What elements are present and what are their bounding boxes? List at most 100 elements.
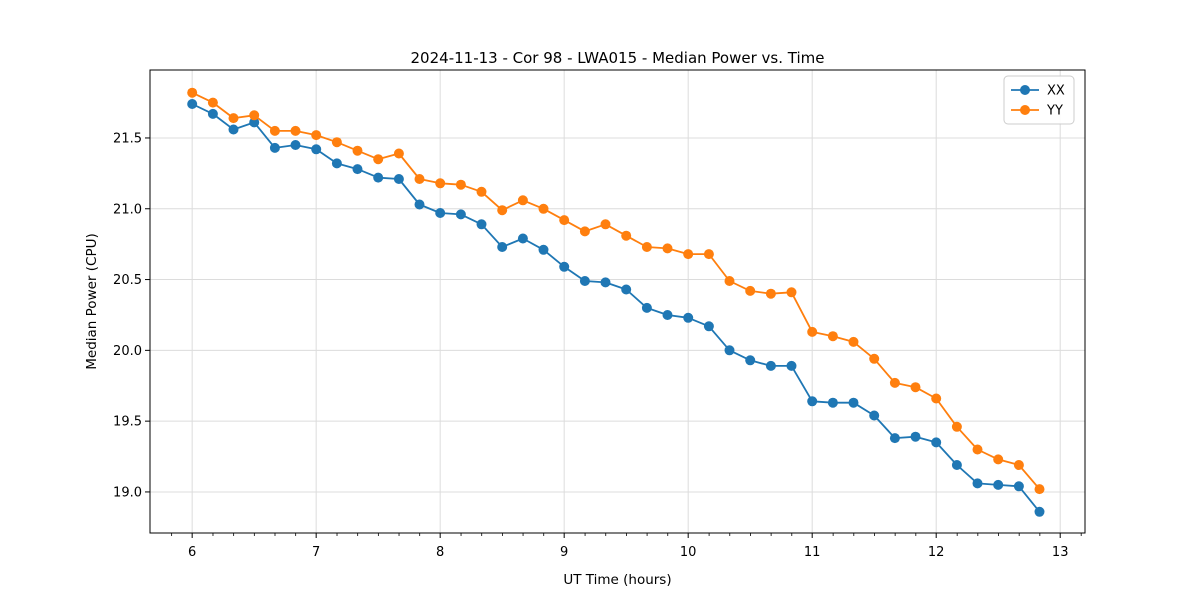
data-point-yy: [993, 454, 1004, 465]
data-series: [187, 87, 1045, 517]
data-point-yy: [559, 215, 570, 226]
data-point-yy: [765, 288, 776, 299]
data-point-yy: [476, 186, 487, 197]
data-point-yy: [786, 287, 797, 298]
data-point-yy: [889, 377, 900, 388]
data-point-yy: [600, 219, 611, 230]
data-point-xx: [641, 302, 652, 313]
data-point-xx: [414, 199, 425, 210]
data-point-yy: [703, 249, 714, 260]
legend-marker-icon: [1020, 105, 1030, 115]
data-point-xx: [827, 397, 838, 408]
data-point-xx: [807, 396, 818, 407]
data-point-yy: [869, 353, 880, 364]
data-point-yy: [435, 178, 446, 189]
legend-item-yy: YY: [1011, 104, 1063, 119]
data-point-xx: [290, 140, 301, 150]
data-point-yy: [269, 125, 280, 136]
data-point-xx: [1034, 506, 1045, 517]
data-point-xx: [662, 310, 673, 320]
y-tick-label: 19.5: [113, 415, 142, 430]
data-point-yy: [497, 205, 508, 216]
data-point-xx: [187, 99, 198, 109]
data-point-yy: [538, 203, 549, 214]
data-point-yy: [579, 226, 590, 237]
data-point-yy: [641, 242, 652, 252]
y-tick-label: 19.0: [113, 485, 142, 500]
chart-title: 2024-11-13 - Cor 98 - LWA015 - Median Po…: [411, 49, 825, 67]
data-point-yy: [621, 230, 632, 241]
data-point-yy: [311, 130, 322, 141]
x-tick-label: 6: [188, 545, 196, 560]
data-point-yy: [951, 421, 962, 432]
data-point-yy: [724, 276, 735, 286]
data-point-xx: [724, 345, 735, 356]
data-point-yy: [745, 285, 756, 296]
legend-item-xx: XX: [1011, 84, 1065, 99]
data-point-xx: [476, 219, 487, 230]
axes-frame: [149, 69, 1086, 534]
grid-lines: [150, 70, 1085, 533]
data-point-xx: [600, 277, 611, 288]
axis-ticks: [145, 137, 1082, 538]
data-point-xx: [993, 479, 1004, 490]
x-tick-label: 7: [312, 545, 320, 560]
data-point-yy: [517, 195, 528, 206]
data-point-xx: [951, 460, 962, 470]
data-point-yy: [807, 326, 818, 337]
data-point-xx: [931, 437, 942, 448]
data-point-yy: [331, 137, 342, 148]
data-point-yy: [972, 444, 983, 455]
data-point-yy: [228, 113, 239, 124]
data-point-xx: [765, 360, 776, 371]
data-point-yy: [1013, 460, 1024, 470]
data-point-xx: [269, 142, 280, 153]
x-tick-label: 9: [560, 545, 568, 560]
data-point-xx: [910, 431, 921, 442]
y-tick-label: 20.5: [113, 273, 142, 288]
data-point-xx: [889, 433, 900, 444]
data-point-yy: [187, 87, 198, 98]
data-point-xx: [869, 410, 880, 421]
data-point-xx: [786, 360, 797, 371]
data-point-xx: [848, 397, 859, 408]
data-point-xx: [497, 242, 508, 252]
data-point-xx: [331, 158, 342, 169]
data-point-xx: [1013, 481, 1024, 492]
legend-marker-icon: [1020, 85, 1030, 95]
data-point-xx: [393, 174, 404, 184]
data-point-xx: [559, 261, 570, 272]
data-point-xx: [972, 478, 983, 489]
data-point-yy: [352, 145, 363, 156]
tick-labels: 6 7 8 9 10 11 12 13 19.0 19.5 20.0 20.5 21.0 21.5: [113, 131, 1068, 560]
data-point-yy: [373, 154, 384, 165]
data-point-yy: [393, 148, 404, 159]
data-point-xx: [683, 312, 694, 323]
x-tick-label: 12: [928, 545, 945, 560]
y-tick-label: 20.0: [113, 344, 142, 359]
x-tick-label: 8: [436, 545, 444, 560]
y-axis-label: Median Power (CPU): [84, 233, 100, 369]
series-line-xx: [191, 103, 1041, 513]
legend-label: YY: [1046, 104, 1063, 119]
data-point-xx: [703, 321, 714, 332]
data-point-yy: [414, 174, 425, 184]
data-point-xx: [207, 108, 218, 119]
data-point-xx: [311, 144, 322, 155]
data-point-yy: [290, 125, 301, 136]
data-point-yy: [662, 243, 673, 254]
legend: XX YY: [1003, 75, 1075, 125]
data-point-xx: [579, 276, 590, 286]
data-point-yy: [683, 249, 694, 260]
data-point-xx: [228, 124, 239, 135]
data-point-xx: [538, 244, 549, 255]
x-axis-label: UT Time (hours): [563, 572, 671, 588]
data-point-xx: [745, 355, 756, 366]
x-tick-label: 11: [804, 545, 821, 560]
data-point-xx: [352, 164, 363, 175]
data-point-yy: [931, 393, 942, 404]
data-point-yy: [207, 97, 218, 108]
data-point-xx: [435, 208, 446, 218]
